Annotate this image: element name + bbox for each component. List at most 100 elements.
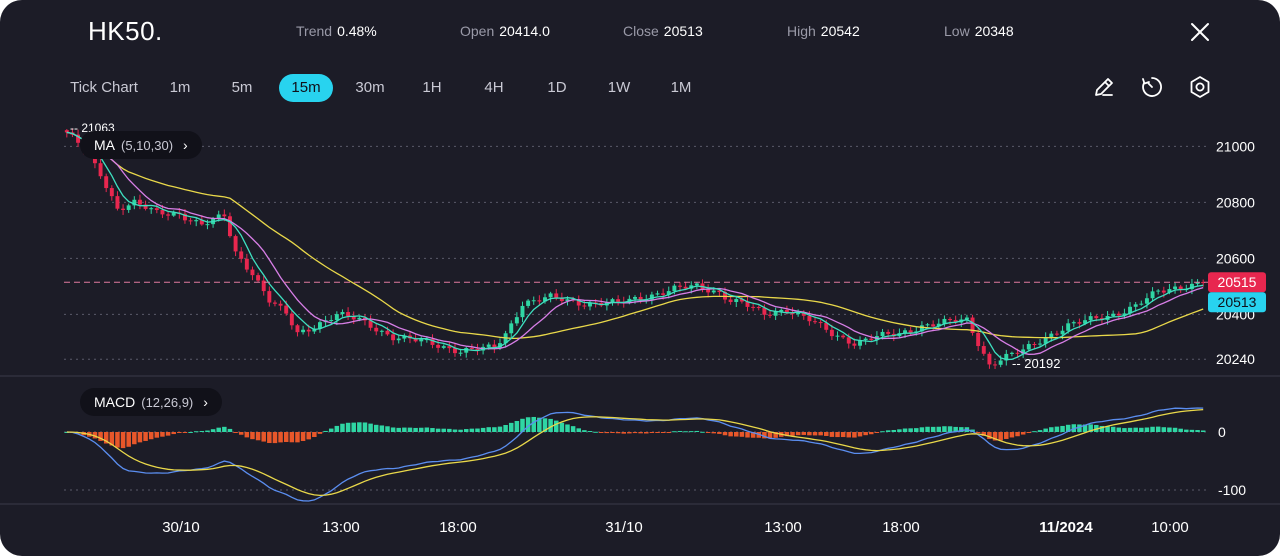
candle-body xyxy=(453,348,457,354)
tab-5m[interactable]: 5m xyxy=(231,79,253,96)
candle-body xyxy=(1015,352,1020,354)
candle-body xyxy=(751,306,756,308)
candle-body xyxy=(256,275,261,281)
candle-body xyxy=(244,258,249,270)
candle-body xyxy=(638,296,643,301)
macd-histogram-bar xyxy=(1150,426,1155,432)
macd-histogram-bar xyxy=(902,428,908,432)
candle-body xyxy=(149,208,154,210)
macd-histogram-bar xyxy=(722,432,728,436)
tab-30m[interactable]: 30m xyxy=(355,79,385,96)
price-tick-label: 20800 xyxy=(1216,194,1255,210)
macd-histogram-bar xyxy=(1032,431,1037,433)
macd-histogram-bar xyxy=(98,432,103,441)
macd-histogram-bar xyxy=(486,427,491,432)
macd-histogram-bar xyxy=(632,432,638,434)
candle-body xyxy=(396,338,401,341)
macd-histogram-bar xyxy=(846,432,852,438)
candle-body xyxy=(728,299,733,303)
draw-tool-button[interactable] xyxy=(1091,74,1117,100)
candle-body xyxy=(132,199,137,206)
tab-1w[interactable]: 1W xyxy=(607,79,631,96)
candle-body xyxy=(1201,282,1206,284)
candle-body xyxy=(852,343,857,346)
macd-histogram-bar xyxy=(525,417,531,432)
candle-body xyxy=(981,346,986,354)
candle-body xyxy=(841,335,846,338)
macd-histogram-bar xyxy=(953,426,958,432)
macd-histogram-bar xyxy=(402,427,407,432)
candle-body xyxy=(76,134,81,143)
macd-histogram-bar xyxy=(677,430,683,432)
close-button[interactable] xyxy=(1186,18,1214,46)
timer-button[interactable] xyxy=(1139,74,1165,100)
candle-body xyxy=(385,330,390,335)
tab-15m[interactable]: 15m xyxy=(279,74,333,102)
candle-body xyxy=(267,291,272,303)
tab-tick-chart[interactable]: Tick Chart xyxy=(70,79,138,96)
ma30-line xyxy=(66,131,1204,340)
pencil-icon xyxy=(1095,78,1113,96)
candle-body xyxy=(925,324,930,326)
macd-histogram-bar xyxy=(587,431,593,433)
macd-histogram-bar xyxy=(520,418,525,432)
macd-histogram-bar xyxy=(784,432,790,437)
macd-histogram-bar xyxy=(1172,427,1178,432)
macd-histogram-bar xyxy=(1043,428,1048,432)
macd-tick-label: 0 xyxy=(1218,424,1226,440)
macd-histogram-bar xyxy=(621,432,626,434)
macd-histogram-bar xyxy=(210,429,216,432)
tab-1d[interactable]: 1D xyxy=(547,79,567,96)
macd-histogram-bar xyxy=(267,432,272,444)
macd-histogram-bar xyxy=(1167,427,1172,432)
macd-histogram-bar xyxy=(655,432,660,433)
candle-body xyxy=(908,330,913,333)
tab-1m-month[interactable]: 1M xyxy=(670,79,692,96)
macd-histogram-bar xyxy=(582,430,587,432)
tab-1m[interactable]: 1m xyxy=(169,79,191,96)
ma-indicator-pill[interactable]: MA (5,10,30) › xyxy=(80,131,202,159)
macd-histogram-bar xyxy=(852,432,857,438)
candle-body xyxy=(1038,343,1043,345)
stat-label: High xyxy=(787,23,816,39)
candle-body xyxy=(1094,316,1099,319)
candle-body xyxy=(154,208,159,211)
macd-histogram-bar xyxy=(835,432,840,438)
macd-histogram-bar xyxy=(824,432,829,436)
macd-histogram-bar xyxy=(154,432,160,438)
macd-tick-label: -100 xyxy=(1218,482,1246,498)
tab-1h[interactable]: 1H xyxy=(422,79,442,96)
symbol-title: HK50. xyxy=(88,16,163,46)
macd-histogram-bar xyxy=(188,431,193,433)
session-low-label: -- 20192 xyxy=(1012,356,1060,371)
time-axis-label: 30/10 xyxy=(162,519,200,536)
time-axis-label: 13:00 xyxy=(322,519,360,536)
candle-body xyxy=(1122,313,1127,316)
candle-body xyxy=(188,220,193,222)
candle-body xyxy=(666,291,671,295)
candle-body xyxy=(1083,320,1088,324)
candle-body xyxy=(813,321,817,323)
candle-body xyxy=(807,315,812,322)
ma10-line xyxy=(66,131,1204,355)
candle-body xyxy=(464,348,469,353)
macd-histogram-bar xyxy=(660,432,666,433)
candle-body xyxy=(1161,290,1166,293)
macd-histogram-bar xyxy=(435,428,441,432)
candle-body xyxy=(1178,286,1183,290)
macd-indicator-pill[interactable]: MACD (12,26,9) › xyxy=(80,388,222,416)
tab-4h[interactable]: 4H xyxy=(484,79,504,96)
macd-histogram-bar xyxy=(857,432,863,437)
settings-button[interactable] xyxy=(1187,74,1213,100)
candle-body xyxy=(987,353,992,365)
candle-body xyxy=(863,338,868,341)
macd-histogram-bar xyxy=(272,432,278,444)
candle-body xyxy=(402,335,407,339)
candle-body xyxy=(903,330,907,334)
macd-histogram-bar xyxy=(981,432,987,436)
macd-histogram-bar xyxy=(475,428,480,432)
macd-histogram-bar xyxy=(767,432,773,439)
candle-body xyxy=(509,323,514,334)
candle-body xyxy=(953,320,958,323)
